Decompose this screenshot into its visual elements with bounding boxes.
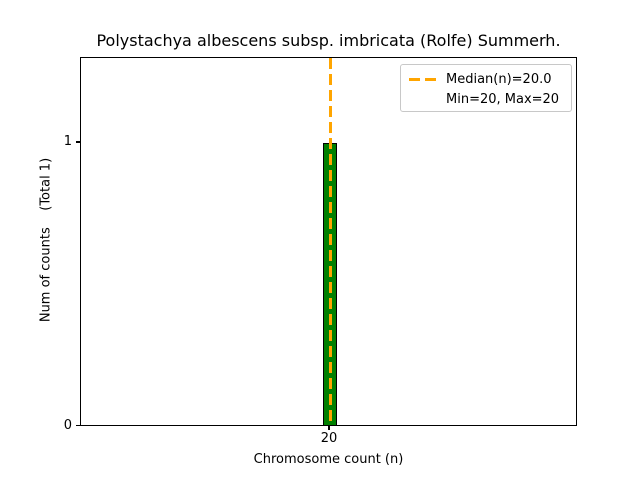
y-axis-label: Num of counts (Total 1) bbox=[38, 157, 54, 323]
x-axis-label: Chromosome count (n) bbox=[253, 452, 404, 467]
x-tick-label-20: 20 bbox=[320, 431, 338, 446]
legend-median-label: Median(n)=20.0 bbox=[446, 71, 552, 87]
chart-title: Polystachya albescens subsp. imbricata (… bbox=[96, 31, 561, 50]
y-tick-label-1: 1 bbox=[63, 134, 72, 149]
plot-area bbox=[80, 57, 577, 426]
x-tick-mark-20 bbox=[328, 426, 330, 430]
median-line bbox=[328, 58, 332, 425]
y-tick-mark-1 bbox=[76, 141, 80, 143]
median-dash-swatch-icon bbox=[409, 77, 439, 81]
legend-row-minmax: Min=20, Max=20 bbox=[409, 89, 563, 109]
y-tick-mark-0 bbox=[76, 424, 80, 426]
legend-row-median: Median(n)=20.0 bbox=[409, 69, 563, 89]
y-tick-label-0: 0 bbox=[63, 417, 72, 433]
legend-minmax-label: Min=20, Max=20 bbox=[446, 91, 560, 107]
legend: Median(n)=20.0 Min=20, Max=20 bbox=[400, 64, 572, 112]
